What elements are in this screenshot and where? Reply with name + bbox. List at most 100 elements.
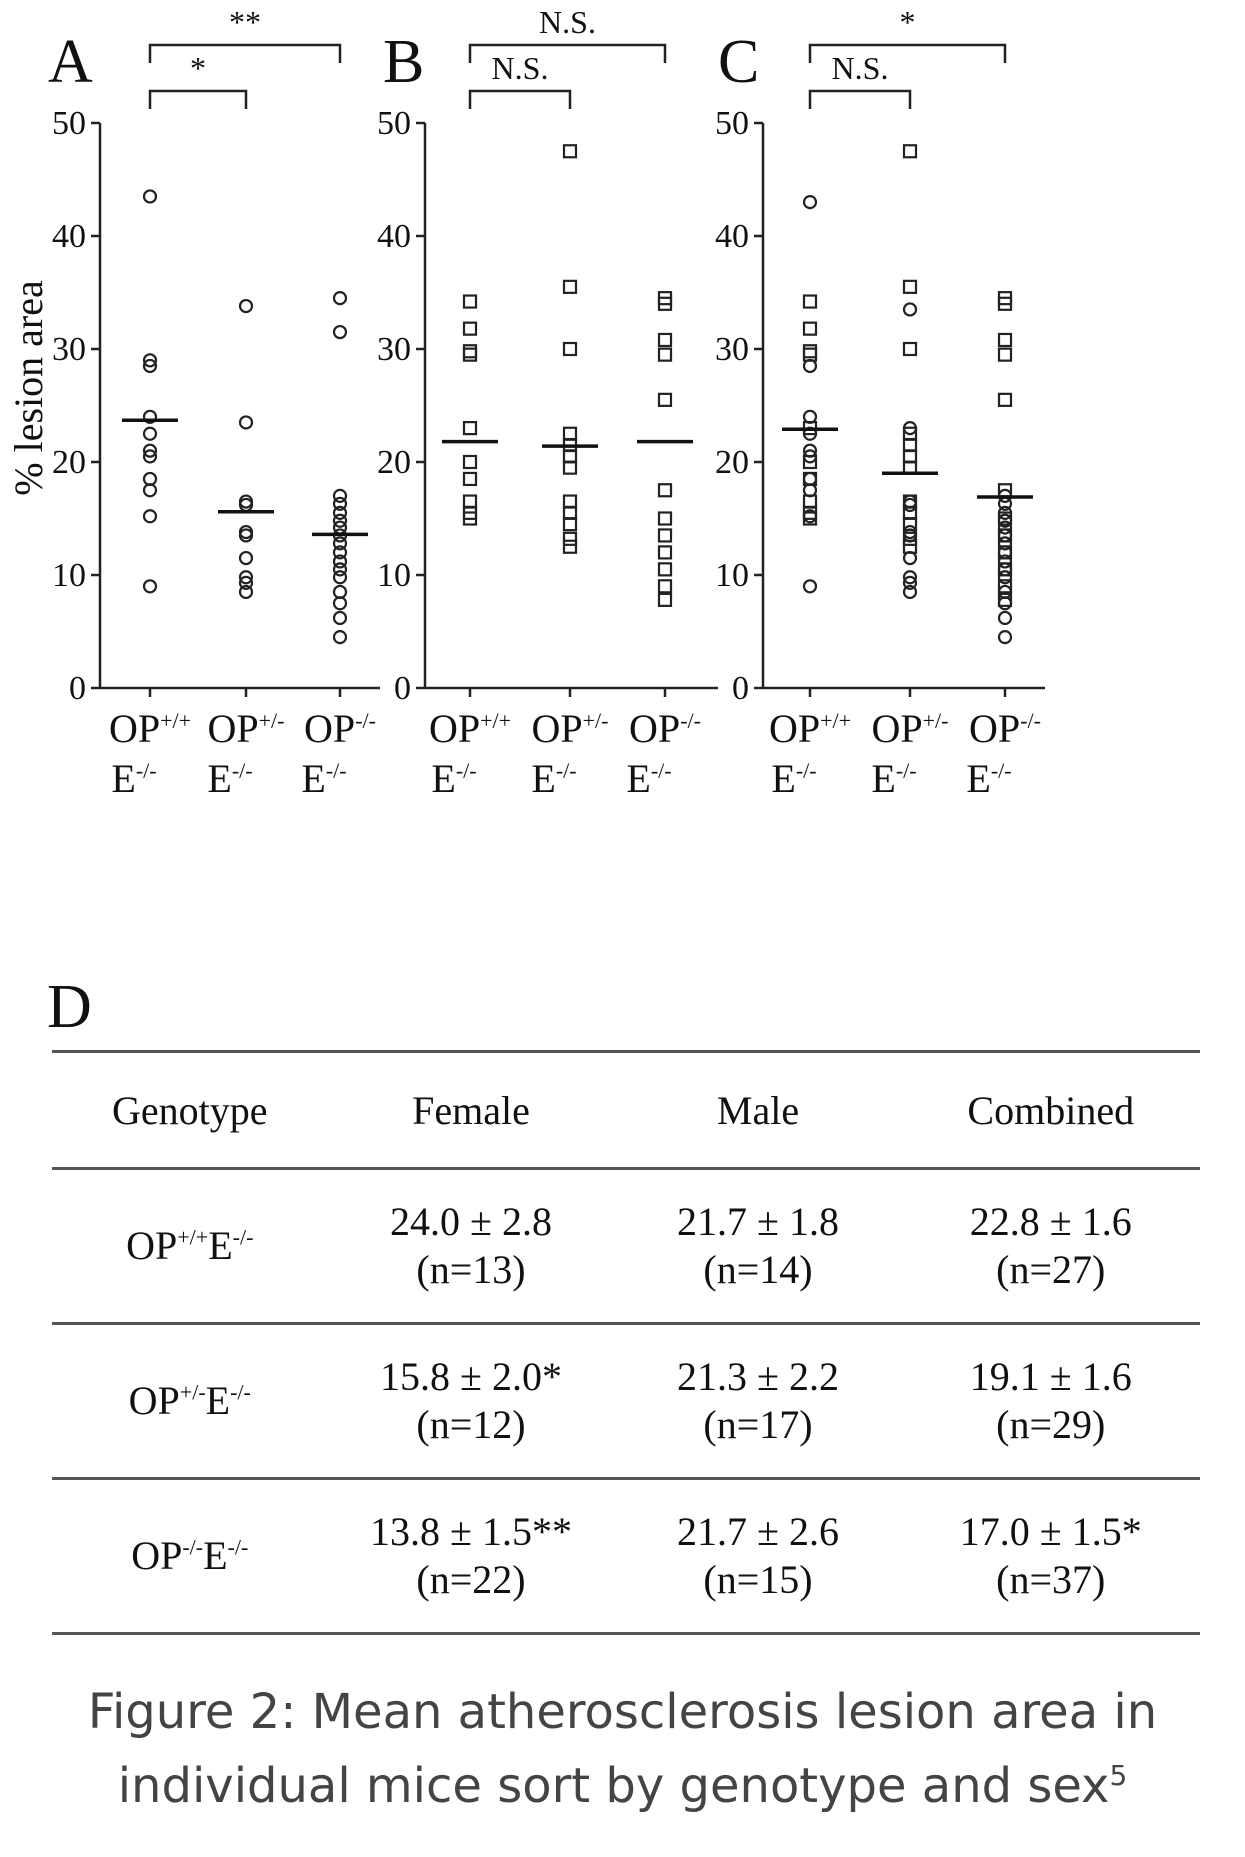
data-point-square bbox=[997, 332, 1013, 348]
category-sub-sup: -/- bbox=[326, 758, 347, 783]
category-sub-main: E bbox=[431, 756, 455, 801]
category-sub-sup: -/- bbox=[456, 758, 477, 783]
x-category-label-line1: OP+/+ bbox=[109, 706, 191, 751]
significance-bracket bbox=[468, 89, 572, 109]
data-point-square bbox=[657, 562, 673, 577]
table-row: OP+/-E-/- 15.8 ± 2.0* (n=12) 21.3 ± 2.2 (n=1… bbox=[52, 1323, 1200, 1480]
value-cell: 24.0 ± 2.8 (n=13) bbox=[327, 1168, 615, 1325]
data-point-circle bbox=[997, 596, 1013, 611]
category-sub-main: E bbox=[966, 756, 990, 801]
genotype-sup2: -/- bbox=[230, 1379, 251, 1405]
genotype-mid: E bbox=[203, 1533, 228, 1578]
data-point-circle bbox=[997, 630, 1013, 645]
data-point-square bbox=[657, 483, 673, 498]
data-point-square bbox=[462, 421, 478, 436]
category-sub-sup: -/- bbox=[136, 758, 157, 783]
x-category-label-line2: E-/- bbox=[966, 756, 1011, 801]
value-cell: 21.3 ± 2.2 (n=17) bbox=[614, 1323, 902, 1480]
y-tick-label: 10 bbox=[377, 557, 411, 594]
scatter-figure: A01020304050OP+/+E-/-OP+/-E-/-OP-/-E-/-*… bbox=[6, 4, 1045, 801]
data-point-circle bbox=[142, 443, 158, 458]
data-point-circle bbox=[142, 189, 158, 204]
caption-superscript: 5 bbox=[1109, 1759, 1128, 1792]
y-tick-label: 50 bbox=[377, 105, 411, 142]
summary-table-container: D Genotype Female Male Combined OP+/+E-/… bbox=[47, 973, 1200, 1635]
data-point-circle bbox=[332, 536, 348, 551]
caption-line-1: Figure 2: Mean atherosclerosis lesion ar… bbox=[87, 1684, 1158, 1740]
data-point-square bbox=[902, 144, 918, 159]
data-point-circle bbox=[142, 483, 158, 498]
figure-caption: Figure 2: Mean atherosclerosis lesion ar… bbox=[0, 1680, 1245, 1818]
data-point-square bbox=[462, 454, 478, 470]
data-point-circle bbox=[902, 528, 918, 543]
y-tick-label: 40 bbox=[52, 218, 86, 255]
data-point-square bbox=[997, 347, 1013, 362]
significance-label: * bbox=[900, 4, 916, 40]
panel-letter-d: D bbox=[47, 973, 92, 1041]
category-sup: +/+ bbox=[480, 708, 511, 733]
data-point-circle bbox=[142, 409, 158, 424]
category-sub-sup: -/- bbox=[796, 758, 817, 783]
mean-sem-value: 24.0 ± 2.8 bbox=[390, 1199, 552, 1244]
data-point-square bbox=[997, 296, 1013, 311]
x-category-label-line1: OP+/+ bbox=[429, 706, 511, 751]
data-point-square bbox=[462, 294, 478, 309]
data-point-circle bbox=[802, 195, 818, 210]
y-tick-label: 50 bbox=[52, 105, 86, 142]
sample-size: (n=13) bbox=[416, 1247, 526, 1292]
header-combined: Combined bbox=[901, 1051, 1200, 1170]
data-point-circle bbox=[332, 596, 348, 611]
significance-bracket bbox=[808, 43, 1007, 63]
genotype-cell: OP+/+E-/- bbox=[52, 1168, 328, 1325]
data-point-circle bbox=[997, 528, 1013, 543]
y-tick-label: 40 bbox=[377, 218, 411, 255]
y-tick-label: 30 bbox=[377, 331, 411, 368]
data-point-circle bbox=[902, 421, 918, 436]
y-tick-label: 50 bbox=[715, 105, 749, 142]
category-main: OP bbox=[629, 706, 680, 751]
data-point-circle bbox=[238, 298, 254, 314]
data-point-circle bbox=[997, 610, 1013, 626]
y-tick-label: 10 bbox=[52, 557, 86, 594]
mean-sem-value: 21.3 ± 2.2 bbox=[677, 1354, 839, 1399]
significance-bracket bbox=[148, 43, 342, 63]
data-point-square bbox=[902, 279, 918, 294]
data-point-circle bbox=[997, 554, 1013, 569]
data-point-square bbox=[562, 460, 578, 475]
data-point-circle bbox=[332, 324, 348, 340]
data-point-circle bbox=[332, 554, 348, 569]
data-point-circle bbox=[802, 483, 818, 498]
category-sub-main: E bbox=[771, 756, 795, 801]
genotype-main: OP bbox=[128, 1378, 180, 1423]
data-point-circle bbox=[997, 505, 1013, 520]
mean-sem-value: 19.1 ± 1.6 bbox=[969, 1354, 1132, 1399]
category-sup: +/+ bbox=[820, 708, 851, 733]
data-point-square bbox=[562, 505, 578, 520]
x-category-label-line2: E-/- bbox=[626, 756, 671, 801]
x-category-label-line1: OP+/- bbox=[532, 706, 609, 751]
category-main: OP bbox=[109, 706, 160, 751]
genotype-mid: E bbox=[208, 1223, 233, 1268]
data-point-square bbox=[802, 294, 818, 309]
x-category-label-line1: OP+/- bbox=[208, 706, 285, 751]
data-point-circle bbox=[238, 528, 254, 543]
y-tick-label: 0 bbox=[394, 670, 411, 707]
mean-sem-value: 21.7 ± 1.8 bbox=[677, 1199, 839, 1244]
data-point-circle bbox=[332, 488, 348, 503]
data-point-square bbox=[657, 592, 673, 607]
y-tick-label: 20 bbox=[715, 444, 749, 481]
y-tick-label: 30 bbox=[715, 331, 749, 368]
caption-line-2: individual mice sort by genotype and sex… bbox=[0, 1744, 1245, 1818]
data-point-circle bbox=[238, 575, 254, 591]
data-point-circle bbox=[332, 513, 348, 528]
y-tick-label: 0 bbox=[732, 670, 749, 707]
data-point-circle bbox=[802, 509, 818, 524]
data-point-square bbox=[657, 392, 673, 407]
mean-sem-value: 15.8 ± 2.0* bbox=[380, 1354, 562, 1399]
value-cell: 21.7 ± 1.8 (n=14) bbox=[614, 1168, 902, 1325]
category-sup: -/- bbox=[680, 708, 701, 733]
significance-label: * bbox=[190, 50, 206, 86]
data-point-circle bbox=[902, 575, 918, 591]
sample-size: (n=37) bbox=[996, 1557, 1106, 1602]
data-point-square bbox=[902, 341, 918, 357]
